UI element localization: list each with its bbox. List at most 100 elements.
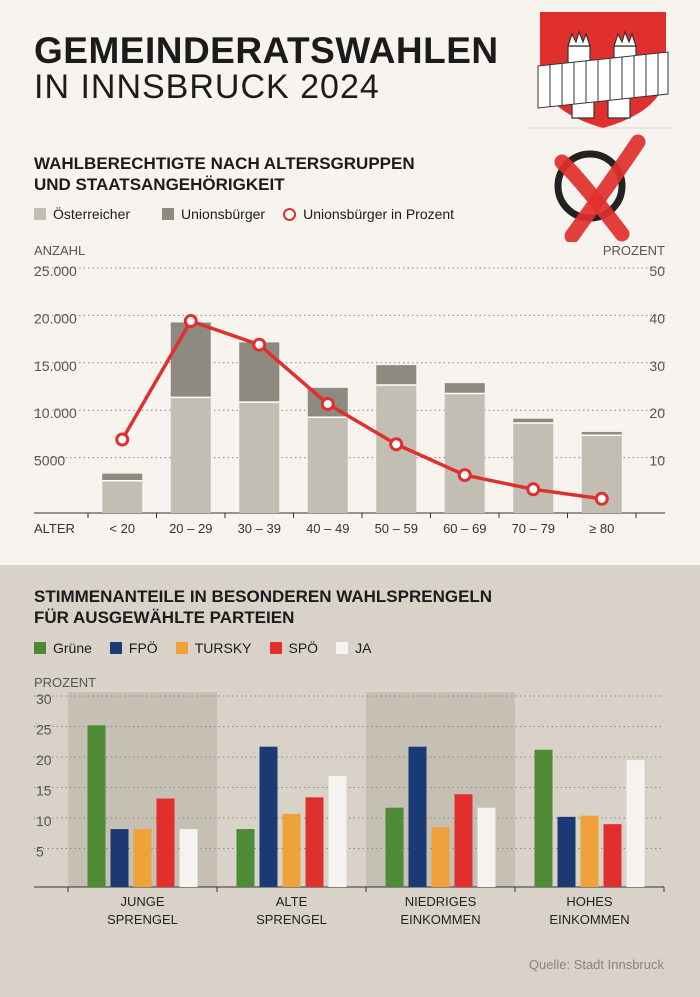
chart2-title-line1: STIMMENANTEILE IN BESONDEREN WAHLSPRENGE… [34,587,493,606]
prozent-point-70-79 [526,482,541,497]
source-note: Quelle: Stadt Innsbruck [528,957,664,972]
bar-sp-hohes-einkommen [603,824,622,887]
chart1-title-line1: WAHLBERECHTIGTE NACH ALTERSGRUPPEN [34,154,415,173]
legend-label-unionsbuerger: Unionsbürger [181,206,266,222]
bar-tursky-hohes-einkommen [580,815,599,887]
legend-label-fpoe: FPÖ [128,640,158,656]
legend-item-prozent: Unionsbürger in Prozent [283,206,454,222]
page-title-line2: IN INNSBRUCK 2024 [34,68,380,106]
y-tick-label: 30 [36,691,52,707]
legend-swatch-tursky [175,642,188,654]
y-tick-label: 15.000 [34,358,77,374]
page-title: GEMEINDERATSWAHLEN [34,30,499,71]
prozent-point-40-49 [320,396,335,411]
x-tick-label: SPRENGEL [256,912,327,927]
bar-unionsbuerger-20 [102,473,143,481]
bar-ja-niedriges-einkommen [477,807,496,887]
y2-tick-label: 30 [649,358,665,374]
y-tick-label: 5000 [34,453,65,469]
chart2-title: STIMMENANTEILE IN BESONDEREN WAHLSPRENGE… [34,586,492,628]
innsbruck-coat-of-arms-icon [528,12,673,129]
bar-gr-ne-hohes-einkommen [534,749,553,887]
bar-sp-niedriges-einkommen [454,794,473,887]
bar-fp-alte-sprengel [259,746,278,887]
legend-label-prozent: Unionsbürger in Prozent [303,206,455,222]
legend-label-tursky: TURSKY [194,640,252,656]
x-tick-label: 20 – 29 [169,521,212,536]
bar-fp-niedriges-einkommen [408,746,427,887]
y2-tick-label: 50 [649,263,665,279]
legend-swatch-gruene [34,642,46,654]
bar-fp-junge-sprengel [110,829,129,887]
bar-unionsbuerger-60-69 [444,383,485,394]
x-tick-label: ALTE [276,894,308,909]
bar-gr-ne-junge-sprengel [87,725,106,887]
bar-tursky-junge-sprengel [133,829,152,887]
x-tick-label: EINKOMMEN [400,912,480,927]
legend-label-spoe: SPÖ [288,640,319,656]
bar-unionsbuerger-20-29 [170,322,211,398]
y-tick-label: 20.000 [34,310,77,326]
bar-oesterreicher-30-39 [239,402,280,513]
bar-oesterreicher-20-29 [170,397,211,513]
chart1-plot: ANZAHL PROZENT 5000 10 10.000 20 15.000 30 20.00… [34,243,665,536]
x-tick-label: < 20 [109,521,135,536]
x-tick-label: JUNGE [120,894,164,909]
x-axis-label: ALTER [34,521,75,536]
x-tick-label: NIEDRIGES [405,894,477,909]
legend-item-tursky: TURSKY [175,640,252,656]
ballot-cross-icon [554,134,646,242]
y-axis-label: ANZAHL [34,243,85,258]
legend-label-oesterreicher: Österreicher [53,206,131,222]
prozent-line [120,319,602,501]
bar-fp-hohes-einkommen [557,816,576,887]
bar-tursky-niedriges-einkommen [431,827,450,887]
y-tick-label: 5 [36,844,44,860]
legend-marker-prozent [283,207,297,221]
bar-oesterreicher-70-79 [513,422,554,513]
chart1-title-line2: UND STAATSANGEHÖRIGKEIT [34,175,285,194]
chart2-plot: PROZENT 5 10 15 20 25 30 JUNGE SPRENGEL ALTE SPREN… [34,675,665,927]
legend-item-spoe: SPÖ [269,640,319,656]
bar-oesterreicher-60-69 [444,393,485,513]
legend-swatch-fpoe [109,642,122,654]
legend-item-oesterreicher: Österreicher [34,206,130,222]
prozent-point-20-29 [183,314,198,329]
x-tick-label: 60 – 69 [443,521,486,536]
bar-sp-alte-sprengel [305,797,324,887]
x-tick-label: HOHES [566,894,613,909]
legend-item-ja: JA [336,640,371,656]
legend-item-fpoe: FPÖ [109,640,158,656]
prozent-point-20 [115,432,130,447]
bar-gr-ne-niedriges-einkommen [385,807,404,887]
prozent-point-60-69 [457,468,472,483]
legend-swatch-oesterreicher [34,208,46,220]
legend-swatch-ja [336,642,349,654]
bar-unionsbuerger-50-59 [376,365,417,386]
y-axis-label: PROZENT [34,675,96,690]
x-tick-label: 50 – 59 [375,521,418,536]
y2-tick-label: 40 [649,310,665,326]
bar-ja-alte-sprengel [328,775,347,887]
y-tick-label: 15 [36,783,52,799]
y-tick-label: 25 [36,722,52,738]
y2-tick-label: 20 [649,405,665,421]
legend-label-ja: JA [355,640,372,656]
y-tick-label: 10 [36,813,52,829]
prozent-point-50-59 [389,437,404,452]
x-tick-label: 40 – 49 [306,521,349,536]
prozent-point-80 [594,491,609,506]
bar-ja-junge-sprengel [179,829,198,887]
legend-label-gruene: Grüne [53,640,92,656]
y2-axis-label: PROZENT [603,243,665,258]
chart1-legend: Österreicher Unionsbürger Unionsbürger i… [34,206,472,222]
bar-oesterreicher-20 [102,480,143,513]
bar-unionsbuerger-70-79 [513,418,554,423]
bar-sp-junge-sprengel [156,798,175,887]
legend-item-gruene: Grüne [34,640,92,656]
x-tick-label: SPRENGEL [107,912,178,927]
bar-gr-ne-alte-sprengel [236,829,255,887]
bar-tursky-alte-sprengel [282,813,301,887]
legend-item-unionsbuerger: Unionsbürger [162,206,265,222]
y-tick-label: 25.000 [34,263,77,279]
